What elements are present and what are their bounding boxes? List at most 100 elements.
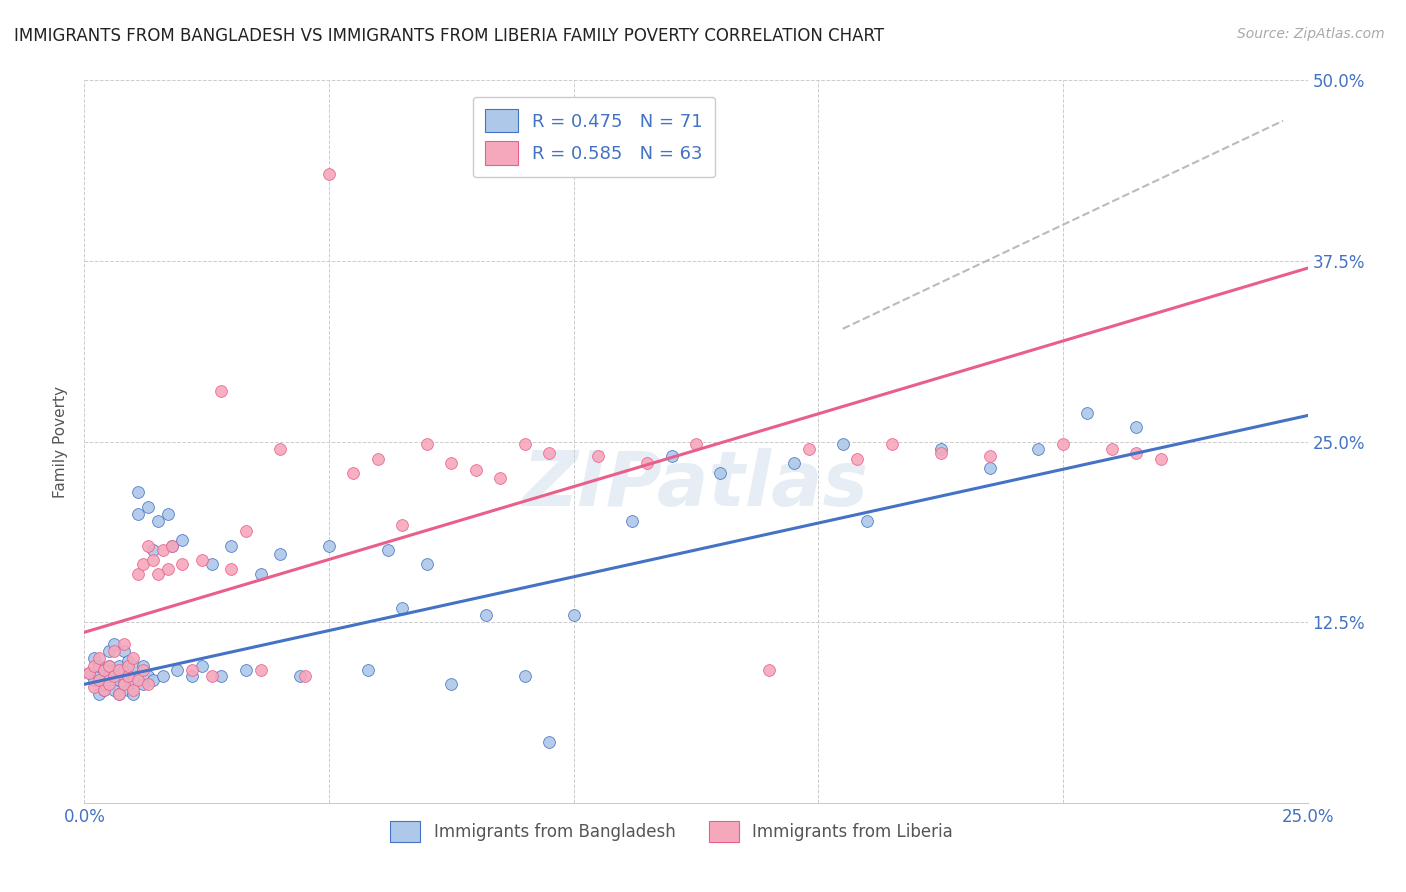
Point xyxy=(191,658,214,673)
Point xyxy=(87,668,110,682)
Point xyxy=(586,449,609,463)
Point xyxy=(513,668,536,682)
Point xyxy=(146,514,169,528)
Point xyxy=(107,687,129,701)
Point xyxy=(621,514,644,528)
Point xyxy=(103,668,125,682)
Point xyxy=(127,485,149,500)
Point xyxy=(200,668,222,682)
Point xyxy=(391,518,413,533)
Point xyxy=(132,663,155,677)
Point xyxy=(200,558,222,572)
Point xyxy=(97,658,120,673)
Point xyxy=(103,637,125,651)
Point xyxy=(880,437,903,451)
Point xyxy=(318,167,340,181)
Point xyxy=(357,663,380,677)
Point xyxy=(181,663,204,677)
Point xyxy=(136,677,159,691)
Point xyxy=(103,683,125,698)
Point xyxy=(562,607,585,622)
Point xyxy=(87,687,110,701)
Point xyxy=(97,644,120,658)
Point xyxy=(136,668,159,682)
Point xyxy=(181,668,204,682)
Point xyxy=(77,665,100,680)
Point xyxy=(979,460,1001,475)
Point xyxy=(93,683,115,698)
Point xyxy=(117,658,139,673)
Point xyxy=(156,507,179,521)
Point xyxy=(538,735,561,749)
Point xyxy=(709,467,731,481)
Point xyxy=(107,663,129,677)
Point xyxy=(117,668,139,682)
Point xyxy=(93,663,115,677)
Point xyxy=(127,567,149,582)
Point xyxy=(142,553,165,567)
Point xyxy=(797,442,820,456)
Point xyxy=(1101,442,1123,456)
Point xyxy=(136,500,159,514)
Point xyxy=(103,644,125,658)
Text: IMMIGRANTS FROM BANGLADESH VS IMMIGRANTS FROM LIBERIA FAMILY POVERTY CORRELATION: IMMIGRANTS FROM BANGLADESH VS IMMIGRANTS… xyxy=(14,27,884,45)
Point xyxy=(1028,442,1050,456)
Point xyxy=(83,651,105,665)
Point xyxy=(107,687,129,701)
Point xyxy=(440,677,463,691)
Point xyxy=(122,658,145,673)
Point xyxy=(1076,406,1098,420)
Point xyxy=(685,437,707,451)
Point xyxy=(152,668,174,682)
Point xyxy=(209,668,232,682)
Point xyxy=(513,437,536,451)
Point xyxy=(979,449,1001,463)
Point xyxy=(846,451,869,466)
Point xyxy=(166,663,188,677)
Point xyxy=(112,637,135,651)
Point xyxy=(219,539,242,553)
Point xyxy=(288,668,311,682)
Point xyxy=(440,456,463,470)
Point xyxy=(209,384,232,398)
Point xyxy=(103,663,125,677)
Point xyxy=(83,680,105,694)
Point xyxy=(83,658,105,673)
Point xyxy=(391,600,413,615)
Point xyxy=(132,677,155,691)
Point xyxy=(112,663,135,677)
Point xyxy=(127,507,149,521)
Point xyxy=(269,547,291,561)
Point xyxy=(93,677,115,691)
Text: ZIPatlas: ZIPatlas xyxy=(523,448,869,522)
Point xyxy=(107,658,129,673)
Point xyxy=(117,654,139,668)
Point xyxy=(342,467,364,481)
Text: Source: ZipAtlas.com: Source: ZipAtlas.com xyxy=(1237,27,1385,41)
Point xyxy=(77,665,100,680)
Point xyxy=(172,558,194,572)
Point xyxy=(142,542,165,557)
Point xyxy=(489,470,512,484)
Point xyxy=(172,533,194,547)
Point xyxy=(132,558,155,572)
Point xyxy=(474,607,496,622)
Point xyxy=(1052,437,1074,451)
Point xyxy=(122,651,145,665)
Point xyxy=(162,539,184,553)
Point xyxy=(758,663,780,677)
Point xyxy=(929,446,952,460)
Y-axis label: Family Poverty: Family Poverty xyxy=(53,385,69,498)
Point xyxy=(929,442,952,456)
Point xyxy=(93,683,115,698)
Point xyxy=(122,683,145,698)
Point xyxy=(87,651,110,665)
Point xyxy=(416,558,439,572)
Point xyxy=(269,442,291,456)
Point xyxy=(249,663,271,677)
Point xyxy=(146,567,169,582)
Point xyxy=(112,677,135,691)
Point xyxy=(112,644,135,658)
Point xyxy=(127,673,149,687)
Point xyxy=(416,437,439,451)
